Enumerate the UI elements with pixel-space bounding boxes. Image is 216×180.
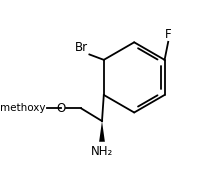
Text: Br: Br — [75, 41, 89, 54]
Text: methoxy: methoxy — [0, 103, 45, 113]
Text: F: F — [165, 28, 172, 41]
Text: NH₂: NH₂ — [91, 145, 113, 158]
Polygon shape — [99, 121, 105, 142]
Text: O: O — [56, 102, 66, 115]
